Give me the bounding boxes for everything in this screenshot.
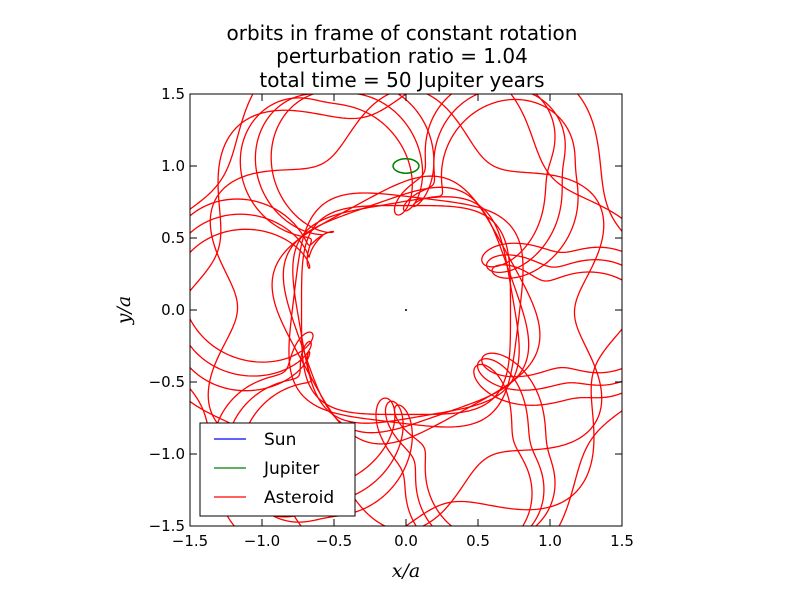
asteroid-outer-arc — [207, 94, 605, 526]
jupiter-orbit-line — [392, 158, 420, 174]
y-tick-label: 0.5 — [161, 229, 185, 247]
asteroid-series — [190, 94, 622, 526]
x-tick-label: −1.5 — [172, 532, 208, 550]
x-axis: −1.5 −1.0 −0.5 0.0 0.5 1.0 1.5 — [172, 94, 634, 550]
legend-label-asteroid: Asteroid — [264, 488, 334, 508]
chart-title-line-3: total time = 50 Jupiter years — [259, 68, 544, 92]
legend-label-sun: Sun — [264, 430, 296, 450]
x-axis-label: x/a — [392, 560, 420, 582]
y-tick-label: −1.0 — [149, 445, 185, 463]
chart-title-line-2: perturbation ratio = 1.04 — [276, 44, 528, 68]
x-tick-label: 1.0 — [538, 532, 562, 550]
y-tick-label: 1.0 — [161, 157, 185, 175]
y-tick-label: 0.0 — [161, 301, 185, 319]
y-axis: −1.5 −1.0 −0.5 0.0 0.5 1.0 1.5 — [149, 85, 622, 535]
asteroid-outer-path — [190, 94, 622, 526]
sun-point — [405, 309, 407, 311]
asteroid-inner-band — [292, 196, 520, 424]
asteroid-outer-path — [190, 94, 622, 526]
x-tick-label: 0.0 — [394, 532, 418, 550]
x-tick-label: −0.5 — [316, 532, 352, 550]
x-tick-label: 1.5 — [610, 532, 634, 550]
legend: Sun Jupiter Asteroid — [199, 422, 356, 517]
asteroid-inner-band — [288, 192, 524, 428]
y-tick-label: 1.5 — [161, 85, 185, 103]
legend-label-jupiter: Jupiter — [263, 459, 319, 479]
chart-title-line-1: orbits in frame of constant rotation — [227, 21, 578, 45]
asteroid-inner-band — [271, 175, 541, 445]
asteroid-outer-arc — [190, 94, 622, 526]
x-tick-label: −1.0 — [244, 532, 280, 550]
x-tick-label: 0.5 — [466, 532, 490, 550]
asteroid-inner-band — [300, 204, 512, 416]
y-tick-label: −1.5 — [149, 517, 185, 535]
y-axis-label: y/a — [113, 296, 135, 325]
y-tick-label: −0.5 — [149, 373, 185, 391]
